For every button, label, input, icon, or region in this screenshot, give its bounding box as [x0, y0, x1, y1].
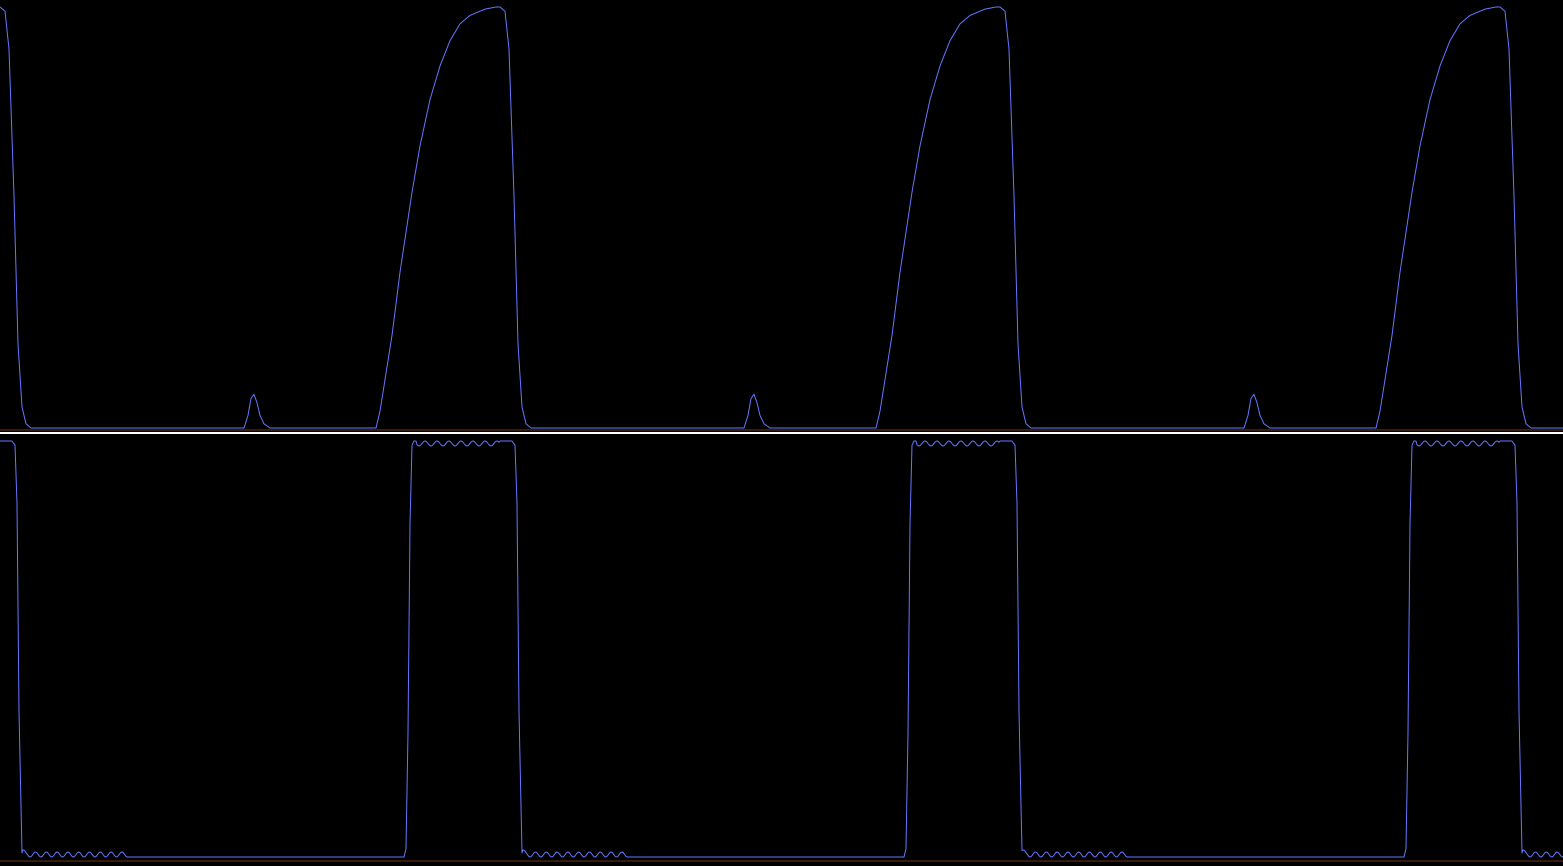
oscilloscope-view — [0, 0, 1563, 866]
